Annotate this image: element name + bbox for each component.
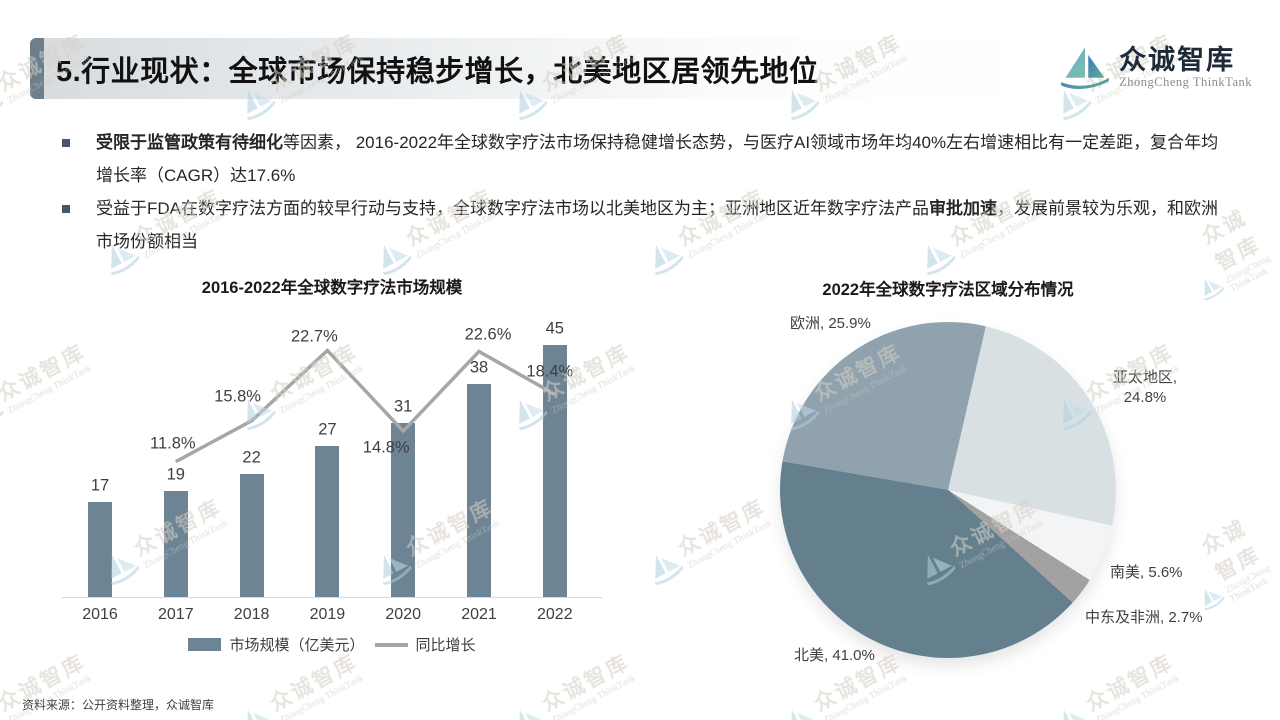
x-axis-line [62,597,602,598]
growth-value-label: 11.8% [150,434,196,453]
growth-value-label: 15.8% [214,387,261,406]
bar-value-label: 17 [90,476,110,495]
bar-value-label: 27 [318,420,337,439]
logo-text: 众诚智库 ZhongCheng ThinkTank [1119,44,1252,91]
watermark-sail-icon [247,709,272,720]
legend-line-swatch-icon [374,642,408,647]
logo-subtitle: ZhongCheng ThinkTank [1119,75,1252,90]
legend-label: 市场规模（亿美元） [229,637,365,654]
pie-slice-label-亚太地区: 亚太地区, 24.8% [1112,369,1178,407]
watermark-sail-icon [0,410,4,431]
legend-label: 同比增长 [415,637,476,654]
legend-item: 同比增长 [374,634,476,655]
header-accent-bar [30,38,44,99]
growth-value-label: 18.4% [526,362,574,381]
region-distribution-chart: 2022年全球数字疗法区域分布情况 亚太地区, 24.8% 南美, 5.6% 中东及非… [780,272,1250,682]
bullet-marker-icon [62,205,70,214]
bullet-item-1: 受限于监管政策有待细化等因素， 2016-2022年全球数字疗法市场保持稳健增长… [62,126,1222,192]
x-axis-label: 2020 [385,606,421,623]
source-note: 资料来源：公开资料整理，众诚智库 [22,698,215,712]
bullet-item-2: 受益于FDA在数字疗法方面的较早行动与支持，全球数字疗法市场以北美地区为主；亚洲… [62,192,1222,258]
watermark-sail-icon [0,100,4,121]
pie-chart-title: 2022年全球数字疗法区域分布情况 [822,281,1074,299]
bar-chart-title: 2016-2022年全球数字疗法市场规模 [201,279,463,297]
watermark: 众诚智库 ZhongCheng ThinkTank [638,491,775,589]
pie-slice-label-南美: 南美, 5.6% [1110,564,1183,581]
page-title: 5.行业现状：全球市场保持稳步增长，北美地区居领先地位 [56,55,819,88]
watermark-text: 众诚智库 ZhongCheng ThinkTank [674,495,774,572]
bar-2019 [315,445,340,597]
logo-name: 众诚智库 [1119,44,1236,75]
bar-value-label: 38 [469,358,489,377]
logo: 众诚智库 ZhongCheng ThinkTank [1059,42,1252,94]
watermark-sail-icon [654,554,684,586]
watermark-sail-icon [791,709,816,720]
pie-slice-label-欧洲: 欧洲, 25.9% [790,315,871,332]
bullet-marker-icon [62,139,70,147]
bullet-text: 受限于监管政策有待细化等因素， 2016-2022年全球数字疗法市场保持稳健增长… [96,133,1219,186]
x-axis-label: 2016 [82,606,118,623]
x-axis-label: 2019 [309,606,346,623]
watermark-sail-icon [0,696,7,720]
pie [780,322,1116,658]
growth-value-label: 14.8% [362,438,410,457]
bar-chart-legend: 市场规模（亿美元） 同比增长 [62,634,602,655]
bar-value-label: 19 [166,465,185,484]
bar-2018 [239,473,264,597]
bar-2016 [88,501,112,597]
legend-bar-swatch-icon [188,638,222,651]
bar-2021 [467,384,491,597]
sailboat-logo-icon [1061,47,1109,89]
bullet-text: 受益于FDA在数字疗法方面的较早行动与支持，全球数字疗法市场以北美地区为主；亚洲… [96,199,1218,252]
pie-slice-label-中东及非洲: 中东及非洲, 2.7% [1085,609,1203,626]
bar-value-label: 22 [242,448,261,467]
pie-slice-label-北美: 北美, 41.0% [794,647,875,664]
growth-value-label: 22.6% [464,325,512,344]
x-axis-label: 2021 [461,606,497,623]
bar-2022 [542,345,567,597]
growth-line [174,347,556,464]
x-axis-label: 2022 [537,606,573,623]
legend-item: 市场规模（亿美元） [188,634,365,655]
key-points: 受限于监管政策有待细化等因素， 2016-2022年全球数字疗法市场保持稳健增长… [62,126,1222,259]
slide-header: 5.行业现状：全球市场保持稳步增长，北美地区居领先地位 [30,38,1040,99]
watermark-sail-icon [519,709,544,720]
growth-line-layer [174,347,556,464]
watermark-sail-icon [1063,709,1088,720]
bar-value-label: 45 [545,319,564,338]
x-axis-label: 2017 [158,606,194,623]
growth-value-label: 22.7% [290,327,338,346]
bar-value-label: 31 [394,397,413,416]
market-size-chart: 2016-2022年全球数字疗法市场规模 17 2016 19 2017 22 2018 2… [62,272,602,672]
bar-2017 [163,490,188,597]
x-axis-label: 2018 [233,606,270,623]
